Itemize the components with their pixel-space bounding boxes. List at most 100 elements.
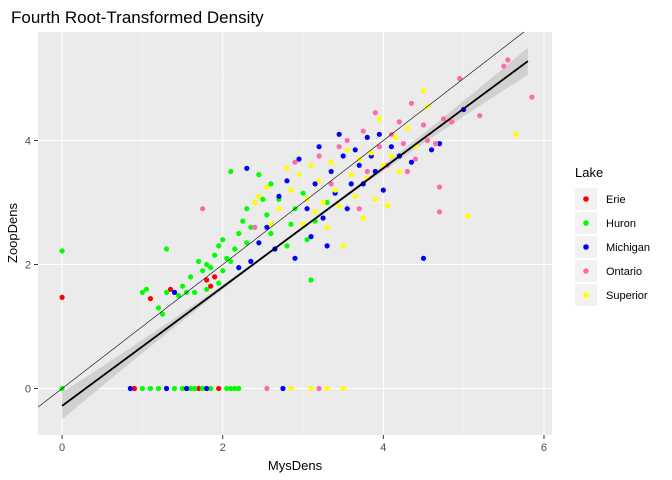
data-point-superior xyxy=(312,209,318,215)
data-point-ontario xyxy=(400,141,407,147)
x-tick-label: 0 xyxy=(59,442,65,454)
data-point-superior xyxy=(368,150,374,156)
data-point-ontario xyxy=(449,119,455,125)
data-point-erie xyxy=(167,286,174,292)
chart-title: Fourth Root-Transformed Density xyxy=(11,8,264,27)
data-point-michigan xyxy=(380,187,386,193)
grid-lines xyxy=(38,32,552,435)
series-huron xyxy=(59,168,330,392)
data-point-huron xyxy=(163,289,170,295)
data-point-huron xyxy=(260,196,266,202)
data-point-huron xyxy=(155,385,162,392)
data-point-huron xyxy=(228,258,234,264)
data-point-michigan xyxy=(420,255,427,261)
data-point-huron xyxy=(220,268,226,274)
data-point-ontario xyxy=(364,168,370,175)
data-point-huron xyxy=(200,268,206,274)
data-point-michigan xyxy=(340,153,346,159)
x-tick-label: 6 xyxy=(541,442,547,454)
data-point-superior xyxy=(296,172,302,178)
data-point-huron xyxy=(240,218,246,224)
data-point-superior xyxy=(348,172,354,178)
data-point-superior xyxy=(513,131,519,137)
data-point-michigan xyxy=(163,385,170,392)
data-point-michigan xyxy=(256,240,262,246)
y-tick-label: 4 xyxy=(25,136,31,148)
data-point-superior xyxy=(316,178,322,184)
data-point-huron xyxy=(159,311,166,317)
data-point-superior xyxy=(256,193,262,199)
data-point-michigan xyxy=(428,147,435,153)
data-point-huron xyxy=(187,385,194,392)
data-point-huron xyxy=(268,181,274,187)
legend-label-superior: Superior xyxy=(606,290,648,302)
data-point-superior xyxy=(420,88,427,94)
data-point-huron xyxy=(196,258,202,264)
data-point-huron xyxy=(204,286,210,292)
data-point-huron xyxy=(244,206,250,212)
data-point-michigan xyxy=(336,131,342,137)
data-point-michigan xyxy=(320,215,326,221)
data-point-superior xyxy=(340,385,346,392)
data-point-superior xyxy=(336,203,342,209)
series-ontario xyxy=(200,57,535,392)
data-point-huron xyxy=(300,190,306,196)
data-point-ontario xyxy=(436,209,443,215)
data-point-michigan xyxy=(204,385,210,392)
data-point-superior xyxy=(288,187,294,193)
data-point-ontario xyxy=(316,153,322,159)
legend-item-michigan: Michigan xyxy=(575,236,650,258)
legend-title: Lake xyxy=(575,165,603,180)
data-point-huron xyxy=(304,237,310,243)
data-point-ontario xyxy=(316,385,322,392)
data-point-huron xyxy=(216,280,222,286)
data-point-michigan xyxy=(236,265,242,271)
data-point-michigan xyxy=(292,255,298,261)
data-point-michigan xyxy=(348,181,354,187)
legend: Erie Huron Michigan Ontario Superior xyxy=(575,188,650,306)
data-point-superior xyxy=(308,162,314,168)
data-point-superior xyxy=(276,206,282,212)
data-point-huron xyxy=(155,305,162,311)
legend-item-ontario: Ontario xyxy=(575,260,642,282)
data-point-superior xyxy=(384,203,390,209)
data-point-michigan xyxy=(328,168,334,175)
data-point-superior xyxy=(388,153,394,159)
data-point-huron xyxy=(179,385,186,392)
data-point-michigan xyxy=(408,159,415,165)
legend-label-huron: Huron xyxy=(606,218,636,230)
data-point-michigan xyxy=(248,258,254,264)
y-tick-label: 0 xyxy=(25,384,31,396)
data-point-ontario xyxy=(292,159,298,165)
data-point-michigan xyxy=(364,134,370,140)
data-point-huron xyxy=(228,385,234,392)
data-point-superior xyxy=(352,193,358,199)
data-point-huron xyxy=(216,243,222,249)
data-point-ontario xyxy=(376,144,382,150)
data-point-huron xyxy=(288,221,294,227)
data-point-superior xyxy=(264,184,270,190)
data-point-superior xyxy=(268,221,274,227)
data-point-superior xyxy=(392,134,398,140)
data-point-ontario xyxy=(360,128,366,134)
data-point-huron xyxy=(224,385,230,392)
data-point-michigan xyxy=(280,385,286,392)
data-point-huron xyxy=(236,385,242,392)
data-point-erie xyxy=(131,385,137,392)
x-tick-label: 4 xyxy=(380,442,386,454)
data-point-ontario xyxy=(372,110,378,116)
data-point-michigan xyxy=(284,178,290,184)
legend-item-erie: Erie xyxy=(575,188,626,210)
series-erie xyxy=(59,274,222,392)
data-point-superior xyxy=(324,385,330,392)
legend-key-huron xyxy=(583,220,589,226)
data-point-superior xyxy=(308,385,314,392)
legend-label-michigan: Michigan xyxy=(606,242,650,254)
data-point-huron xyxy=(204,261,210,268)
data-point-huron xyxy=(179,283,186,289)
data-point-michigan xyxy=(388,144,394,150)
data-point-huron xyxy=(175,292,182,299)
legend-key-ontario xyxy=(583,268,589,274)
data-point-huron xyxy=(59,248,65,254)
data-point-erie xyxy=(204,277,210,283)
